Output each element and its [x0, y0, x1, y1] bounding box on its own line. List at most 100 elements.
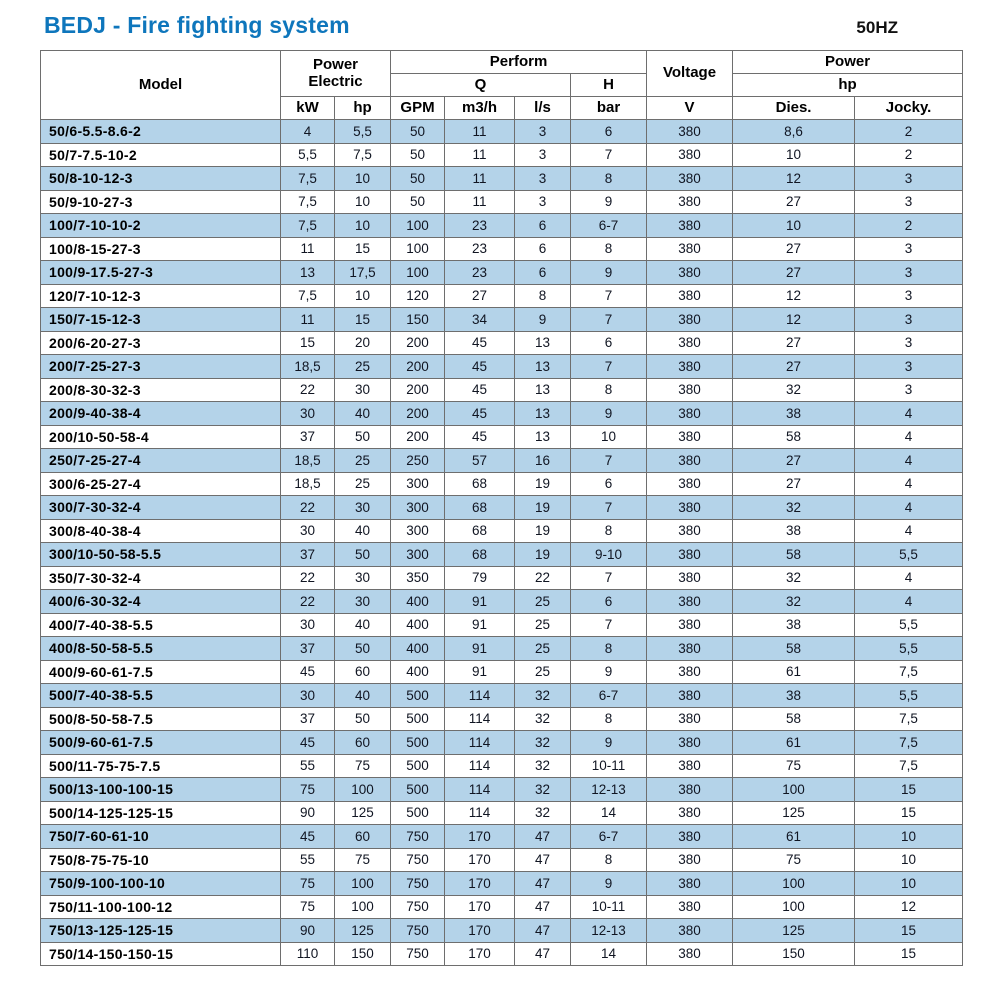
- value-cell: 380: [646, 636, 734, 661]
- value-cell: 3: [514, 119, 572, 144]
- value-cell: 380: [646, 424, 734, 449]
- value-cell: 100: [333, 894, 392, 919]
- value-cell: 23: [444, 236, 516, 261]
- value-cell: 7: [570, 354, 648, 379]
- value-cell: 380: [646, 847, 734, 872]
- value-cell: 8: [570, 377, 648, 402]
- model-cell: 750/11-100-100-12: [40, 894, 281, 919]
- table-row: 200/9-40-38-4 30 40 200 45 13 9 380 38 4: [40, 401, 964, 426]
- model-cell: 200/8-30-32-3: [40, 377, 281, 402]
- value-cell: 3: [514, 142, 572, 167]
- model-cell: 500/13-100-100-15: [40, 777, 281, 802]
- value-cell: 25: [514, 589, 572, 614]
- model-cell: 200/7-25-27-3: [40, 354, 281, 379]
- table-row: 50/7-7.5-10-2 5,5 7,5 50 11 3 7 380 10 2: [40, 142, 964, 167]
- value-cell: 38: [732, 518, 856, 543]
- value-cell: 300: [390, 495, 446, 520]
- unit-v: V: [646, 96, 734, 120]
- value-cell: 7: [570, 565, 648, 590]
- value-cell: 17,5: [333, 260, 392, 285]
- value-cell: 25: [514, 659, 572, 684]
- value-cell: 14: [570, 941, 648, 966]
- table-row: 200/8-30-32-3 22 30 200 45 13 8 380 32 3: [40, 377, 964, 402]
- table-row: 50/8-10-12-3 7,5 10 50 11 3 8 380 12 3: [40, 166, 964, 191]
- col-header-hp-sub: hp: [732, 73, 964, 97]
- value-cell: 380: [646, 119, 734, 144]
- value-cell: 380: [646, 495, 734, 520]
- table-row: 500/9-60-61-7.5 45 60 500 114 32 9 380 61 7,5: [40, 730, 964, 755]
- value-cell: 27: [732, 189, 856, 214]
- value-cell: 380: [646, 283, 734, 308]
- value-cell: 22: [280, 589, 335, 614]
- table-row: 500/8-50-58-7.5 37 50 500 114 32 8 380 58 7,5: [40, 706, 964, 731]
- model-cell: 200/9-40-38-4: [40, 401, 281, 426]
- value-cell: 68: [444, 518, 516, 543]
- value-cell: 15: [854, 777, 964, 802]
- value-cell: 79: [444, 565, 516, 590]
- table-row: 200/6-20-27-3 15 20 200 45 13 6 380 27 3: [40, 330, 964, 355]
- value-cell: 9: [570, 730, 648, 755]
- unit-bar: bar: [570, 96, 648, 120]
- value-cell: 380: [646, 941, 734, 966]
- value-cell: 750: [390, 894, 446, 919]
- value-cell: 61: [732, 824, 856, 849]
- value-cell: 15: [854, 941, 964, 966]
- table-row: 200/10-50-58-4 37 50 200 45 13 10 380 58 4: [40, 424, 964, 449]
- value-cell: 750: [390, 847, 446, 872]
- value-cell: 5,5: [333, 119, 392, 144]
- table-row: 400/7-40-38-5.5 30 40 400 91 25 7 380 38 5,5: [40, 612, 964, 637]
- pump-spec-table: Model Power Electric Perform Voltage Pow…: [40, 50, 964, 966]
- value-cell: 15: [333, 236, 392, 261]
- value-cell: 120: [390, 283, 446, 308]
- value-cell: 7,5: [280, 189, 335, 214]
- value-cell: 380: [646, 166, 734, 191]
- table-row: 50/6-5.5-8.6-2 4 5,5 50 11 3 6 380 8,6 2: [40, 119, 964, 144]
- value-cell: 32: [514, 800, 572, 825]
- value-cell: 13: [280, 260, 335, 285]
- power-electric-line1: Power: [313, 56, 359, 73]
- model-cell: 500/8-50-58-7.5: [40, 706, 281, 731]
- model-cell: 750/13-125-125-15: [40, 918, 281, 943]
- value-cell: 114: [444, 706, 516, 731]
- value-cell: 10: [333, 189, 392, 214]
- value-cell: 9: [570, 401, 648, 426]
- value-cell: 380: [646, 659, 734, 684]
- value-cell: 100: [390, 260, 446, 285]
- value-cell: 100: [732, 777, 856, 802]
- value-cell: 380: [646, 730, 734, 755]
- value-cell: 170: [444, 871, 516, 896]
- value-cell: 32: [514, 753, 572, 778]
- value-cell: 47: [514, 918, 572, 943]
- table-row: 500/13-100-100-15 75 100 500 114 32 12-13 380 10…: [40, 777, 964, 802]
- model-cell: 500/9-60-61-7.5: [40, 730, 281, 755]
- head-row-1: Model Power Electric Perform Voltage Pow…: [40, 50, 964, 120]
- model-cell: 50/6-5.5-8.6-2: [40, 119, 281, 144]
- value-cell: 200: [390, 330, 446, 355]
- value-cell: 4: [280, 119, 335, 144]
- value-cell: 6: [514, 213, 572, 238]
- value-cell: 100: [390, 236, 446, 261]
- value-cell: 22: [280, 377, 335, 402]
- value-cell: 125: [732, 800, 856, 825]
- value-cell: 380: [646, 307, 734, 332]
- value-cell: 3: [854, 354, 964, 379]
- value-cell: 25: [333, 354, 392, 379]
- value-cell: 380: [646, 706, 734, 731]
- value-cell: 32: [514, 706, 572, 731]
- value-cell: 10: [854, 871, 964, 896]
- value-cell: 300: [390, 471, 446, 496]
- value-cell: 380: [646, 471, 734, 496]
- value-cell: 27: [732, 448, 856, 473]
- value-cell: 32: [732, 565, 856, 590]
- col-header-voltage: Voltage: [646, 50, 734, 97]
- value-cell: 32: [514, 730, 572, 755]
- value-cell: 30: [333, 589, 392, 614]
- value-cell: 380: [646, 330, 734, 355]
- value-cell: 58: [732, 636, 856, 661]
- value-cell: 380: [646, 354, 734, 379]
- value-cell: 750: [390, 824, 446, 849]
- value-cell: 50: [390, 142, 446, 167]
- value-cell: 380: [646, 518, 734, 543]
- value-cell: 7,5: [280, 166, 335, 191]
